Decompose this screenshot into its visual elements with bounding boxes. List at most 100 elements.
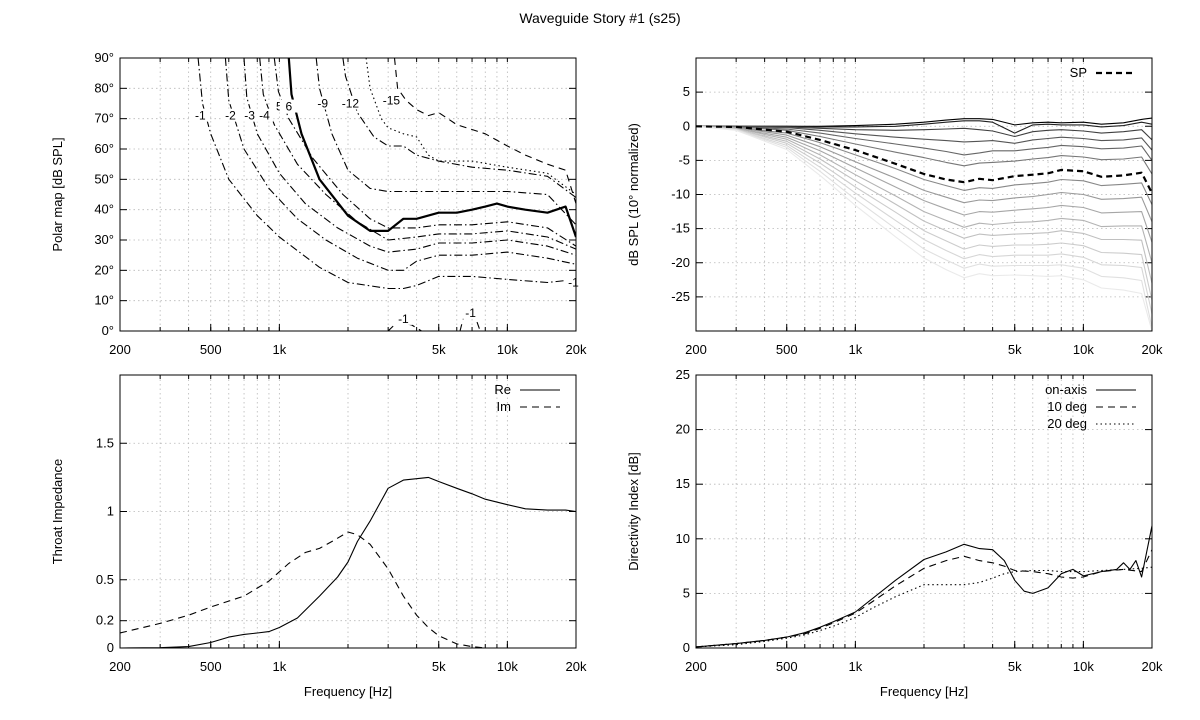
y-tick-label: 10 — [676, 531, 690, 546]
series-line — [273, 58, 576, 247]
x-tick-label: 500 — [200, 659, 222, 674]
contour-label-bg — [313, 96, 332, 110]
legend-label: on-axis — [1045, 382, 1087, 397]
y-tick-label: -20 — [671, 255, 690, 270]
series-line-10-deg — [696, 549, 1152, 648]
contour-label: 5 — [276, 100, 283, 114]
series-line — [197, 58, 576, 290]
x-tick-label: 500 — [776, 342, 798, 357]
grid — [119, 375, 577, 649]
x-axis-label: Frequency [Hz] — [880, 684, 968, 699]
series-line — [696, 125, 1152, 175]
x-tick-label: 5k — [1008, 342, 1022, 357]
y-tick-label: 1.5 — [96, 435, 114, 450]
series-line — [696, 125, 1152, 223]
series-line — [393, 58, 576, 204]
contour-label: 6 — [285, 100, 292, 114]
y-tick-label: 50° — [94, 171, 114, 186]
y-tick-label: 10° — [94, 293, 114, 308]
series-group — [696, 525, 1152, 648]
series-line — [696, 125, 1152, 301]
x-tick-label: 10k — [1073, 342, 1094, 357]
x-tick-label: 20k — [1142, 659, 1163, 674]
series-line — [696, 125, 1152, 141]
grid — [695, 374, 1153, 649]
series-line-on-axis — [696, 525, 1152, 648]
grid — [119, 57, 577, 332]
contour-label: -1 — [568, 276, 579, 290]
figure-title: Waveguide Story #1 (s25) — [519, 10, 680, 26]
y-axis-label: Polar map [dB SPL] — [50, 137, 65, 251]
x-tick-label: 200 — [109, 659, 131, 674]
y-tick-label: 40° — [94, 202, 114, 217]
panel-throat-impedance: 0 0.2 0.5 1 1.5 200 500 1k 5k 10k 20k Re Im Throat Im… — [50, 374, 587, 699]
plot-frame — [119, 57, 577, 332]
y-tick-label: -10 — [671, 187, 690, 202]
contour-label: -3 — [244, 109, 255, 123]
series-line — [387, 321, 422, 331]
legend-label: SP — [1070, 65, 1087, 80]
x-tick-label: 500 — [776, 659, 798, 674]
legend-label: 10 deg — [1047, 399, 1087, 414]
x-tick-label: 1k — [272, 342, 286, 357]
y-tick-label: 20 — [676, 422, 690, 437]
x-tick-label: 1k — [848, 342, 862, 357]
contour-label-bg — [279, 99, 298, 113]
series-line — [243, 58, 576, 256]
y-axis-label: dB SPL (10° normalized) — [626, 123, 641, 266]
contour-label-bg — [255, 108, 274, 122]
contour-label-bg — [341, 96, 360, 110]
series-line — [696, 125, 1152, 284]
y-tick-label: -25 — [671, 289, 690, 304]
series-line-Re — [120, 476, 576, 648]
contour-label-bg — [461, 305, 480, 319]
x-tick-label: 1k — [848, 659, 862, 674]
series-line-20-deg — [696, 566, 1152, 648]
series-line — [696, 117, 1152, 127]
legend-label: Re — [494, 382, 511, 397]
contour-label-bg — [394, 311, 413, 325]
x-tick-label: 5k — [1008, 659, 1022, 674]
y-tick-label: 30° — [94, 232, 114, 247]
x-axis-label: Frequency [Hz] — [304, 684, 392, 699]
plot-frame — [119, 374, 577, 649]
y-tick-label: 60° — [94, 141, 114, 156]
series-line — [224, 58, 576, 271]
y-tick-label: 0.5 — [96, 572, 114, 587]
contour-label: -15 — [383, 94, 401, 108]
grid — [695, 58, 1153, 331]
series-line — [696, 125, 1152, 243]
plot-frame — [695, 57, 1153, 332]
x-tick-label: 20k — [566, 342, 587, 357]
contour-label: -2 — [225, 109, 236, 123]
y-tick-label: 15 — [676, 476, 690, 491]
x-tick-label: 5k — [432, 659, 446, 674]
y-tick-label: 0° — [102, 323, 114, 338]
x-tick-label: 200 — [685, 659, 707, 674]
x-tick-label: 10k — [497, 342, 518, 357]
x-tick-label: 1k — [272, 659, 286, 674]
contour-label-bg — [382, 93, 401, 107]
y-tick-label: 20° — [94, 262, 114, 277]
contour-label-bg — [191, 108, 210, 122]
x-tick-label: 20k — [1142, 342, 1163, 357]
contour-label-bg — [240, 108, 259, 122]
x-tick-label: 10k — [497, 659, 518, 674]
y-tick-label: 25 — [676, 367, 690, 382]
contour-label: -1 — [465, 306, 476, 320]
y-tick-label: 5 — [683, 84, 690, 99]
legend-label: Im — [497, 399, 511, 414]
x-tick-label: 500 — [200, 342, 222, 357]
series-line — [259, 58, 576, 250]
x-tick-label: 20k — [566, 659, 587, 674]
contour-label: -9 — [317, 97, 328, 111]
y-tick-label: 0.2 — [96, 613, 114, 628]
contour-label-bg — [564, 275, 583, 289]
contour-label: -4 — [259, 109, 270, 123]
panel-directivity-index: 0 5 10 15 20 25 200 500 1k 5k 10k 20k on-axis 10 deg 2… — [626, 367, 1163, 699]
legend-label: 20 deg — [1047, 416, 1087, 431]
series-line — [696, 125, 1152, 315]
series-line — [696, 125, 1152, 328]
